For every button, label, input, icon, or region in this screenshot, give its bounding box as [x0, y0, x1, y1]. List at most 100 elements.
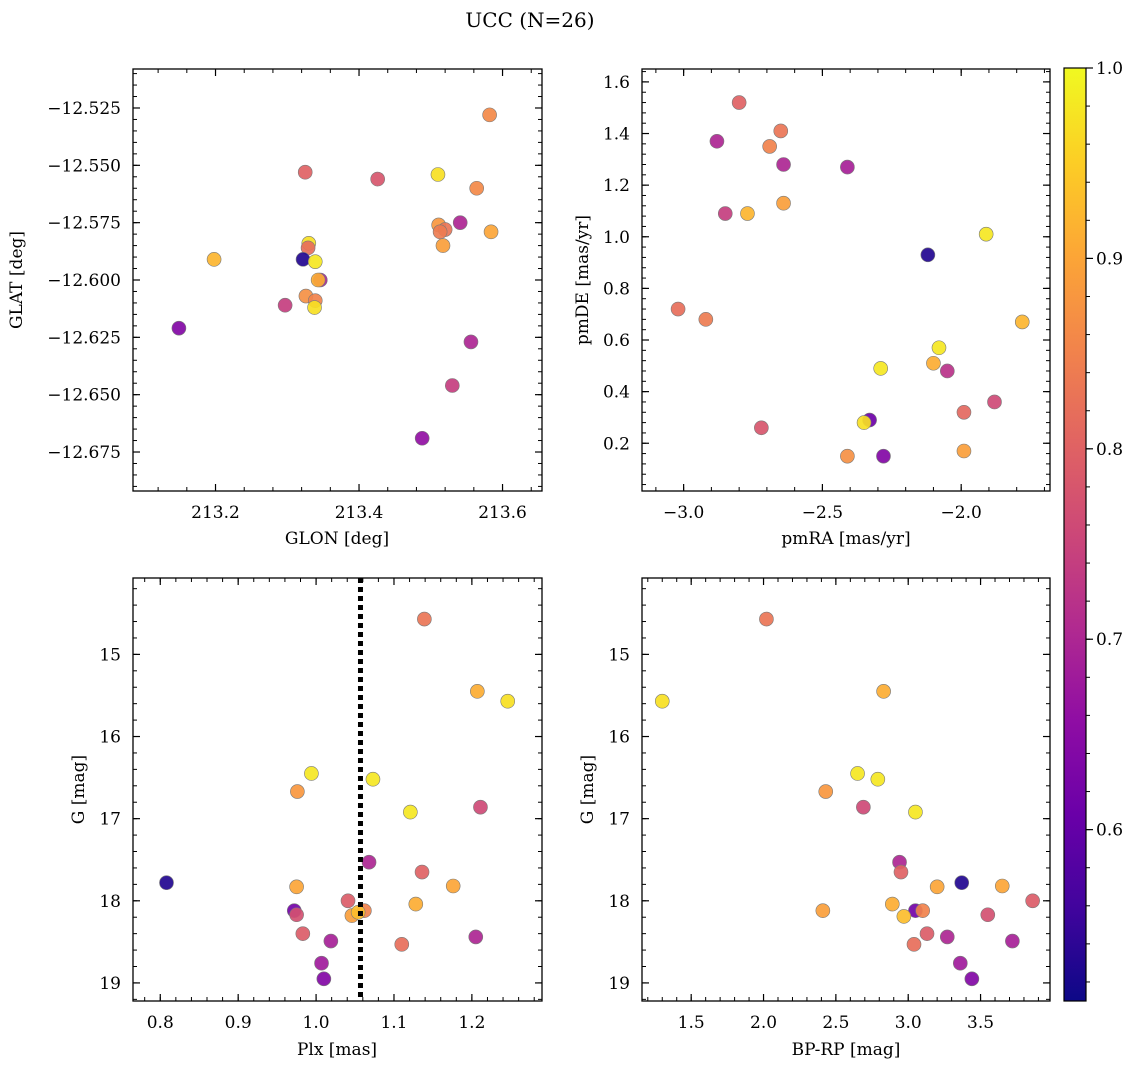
data-point — [314, 955, 329, 971]
x-axis-label: Plx [mas] — [297, 1040, 377, 1060]
x-tick-label: 2.5 — [822, 1013, 849, 1033]
data-point — [414, 430, 430, 446]
data-point — [500, 693, 516, 709]
data-point — [171, 320, 187, 336]
panel-glon-glat: 213.2 213.4 213.6 −12.525 −12.550 −12.575 −12.… — [7, 68, 543, 549]
data-point — [430, 167, 446, 182]
plot-frame — [132, 68, 543, 492]
colorbar-tick-label: 0.8 — [1096, 440, 1123, 460]
data-point — [717, 206, 733, 221]
data-point — [473, 799, 488, 815]
y-tick-label: 17 — [608, 810, 630, 830]
x-tick-label: 213.2 — [191, 503, 240, 523]
data-point — [776, 195, 791, 211]
y-tick-label: 0.4 — [603, 383, 630, 403]
data-point — [295, 926, 311, 941]
x-tick-label: 0.8 — [147, 1013, 174, 1033]
y-tick-label: 17 — [99, 810, 121, 830]
y-tick-label: 16 — [99, 728, 121, 748]
colorbar-tick-label: 1.0 — [1096, 59, 1123, 79]
data-point — [670, 301, 686, 317]
y-tick-label: −12.650 — [47, 386, 121, 406]
y-tick-label: −12.675 — [47, 443, 121, 463]
data-point — [876, 448, 891, 464]
y-tick-label: −12.575 — [47, 214, 121, 234]
plot-frame — [641, 68, 1051, 492]
y-tick-label: 1.4 — [603, 125, 630, 145]
data-point — [870, 771, 886, 787]
data-point — [978, 226, 994, 242]
data-point — [365, 771, 381, 787]
data-point — [818, 784, 834, 799]
data-point — [762, 139, 777, 154]
x-tick-label: 213.6 — [478, 503, 527, 523]
data-point — [940, 363, 955, 379]
data-point — [1014, 314, 1030, 330]
y-tick-label: 15 — [608, 645, 630, 665]
x-tick-label: 3.5 — [967, 1013, 994, 1033]
data-point — [929, 879, 945, 895]
data-point — [893, 864, 909, 880]
data-point — [654, 693, 670, 709]
data-point — [403, 804, 418, 820]
data-point — [463, 334, 479, 350]
x-axis-label: BP-RP [mag] — [792, 1040, 901, 1060]
y-axis-label: G [mag] — [69, 755, 89, 824]
data-point — [908, 804, 923, 820]
y-tick-label: −12.625 — [47, 328, 121, 348]
data-point — [956, 404, 972, 420]
data-point — [850, 766, 865, 781]
data-point — [873, 361, 888, 376]
x-tick-label: 1.0 — [303, 1013, 330, 1033]
data-point — [289, 907, 304, 923]
data-point — [445, 878, 461, 894]
data-point — [469, 180, 485, 196]
data-point — [954, 875, 970, 891]
data-point — [840, 448, 855, 464]
data-point — [920, 247, 936, 263]
data-point — [952, 955, 968, 971]
data-point — [307, 300, 322, 315]
data-point — [452, 215, 468, 230]
x-tick-label: 1.2 — [458, 1013, 485, 1033]
data-point — [482, 107, 497, 123]
colorbar-gradient — [1064, 68, 1086, 1001]
data-point — [994, 878, 1010, 894]
data-point — [754, 420, 769, 436]
panel-plx-g: 0.8 0.9 1.0 1.1 1.2 15 16 17 18 19 Plx [mas] G [mag… — [69, 577, 543, 1060]
panel-pmra-pmde: −3.0 −2.5 −2.0 0.2 0.4 0.6 0.8 1.0 1.2 1.4 1.6 pmRA… — [573, 68, 1051, 549]
data-point — [698, 312, 714, 327]
figure-title: UCC (N=26) — [465, 8, 594, 32]
data-point — [277, 297, 293, 313]
x-tick-label: 3.0 — [895, 1013, 922, 1033]
data-point — [297, 164, 313, 180]
x-axis-label: pmRA [mas/yr] — [781, 529, 910, 549]
colorbar: 0.6 0.7 0.8 0.9 1.0 — [1063, 59, 1123, 1002]
x-tick-label: 1.5 — [678, 1013, 705, 1033]
data-point — [856, 415, 872, 430]
data-point — [856, 799, 871, 815]
y-tick-label: 0.2 — [603, 434, 630, 454]
data-point — [470, 684, 485, 699]
data-point — [1005, 933, 1020, 949]
plot-frame — [641, 577, 1051, 1002]
data-point — [310, 272, 326, 288]
data-point — [731, 95, 747, 110]
colorbar-frame — [1063, 67, 1087, 1002]
y-tick-label: 1.2 — [603, 176, 630, 196]
data-point — [931, 340, 947, 356]
data-point — [919, 926, 935, 941]
y-tick-label: 1.6 — [603, 73, 630, 93]
data-point — [915, 903, 930, 918]
data-point — [964, 971, 980, 987]
data-point — [316, 971, 332, 987]
data-point — [289, 879, 304, 895]
data-point — [435, 238, 451, 253]
data-point — [773, 123, 789, 139]
y-axis-label: pmDE [mas/yr] — [573, 215, 593, 345]
data-point — [445, 378, 460, 393]
y-tick-label: −12.525 — [47, 99, 121, 119]
data-point — [906, 937, 922, 952]
data-point — [759, 611, 774, 627]
